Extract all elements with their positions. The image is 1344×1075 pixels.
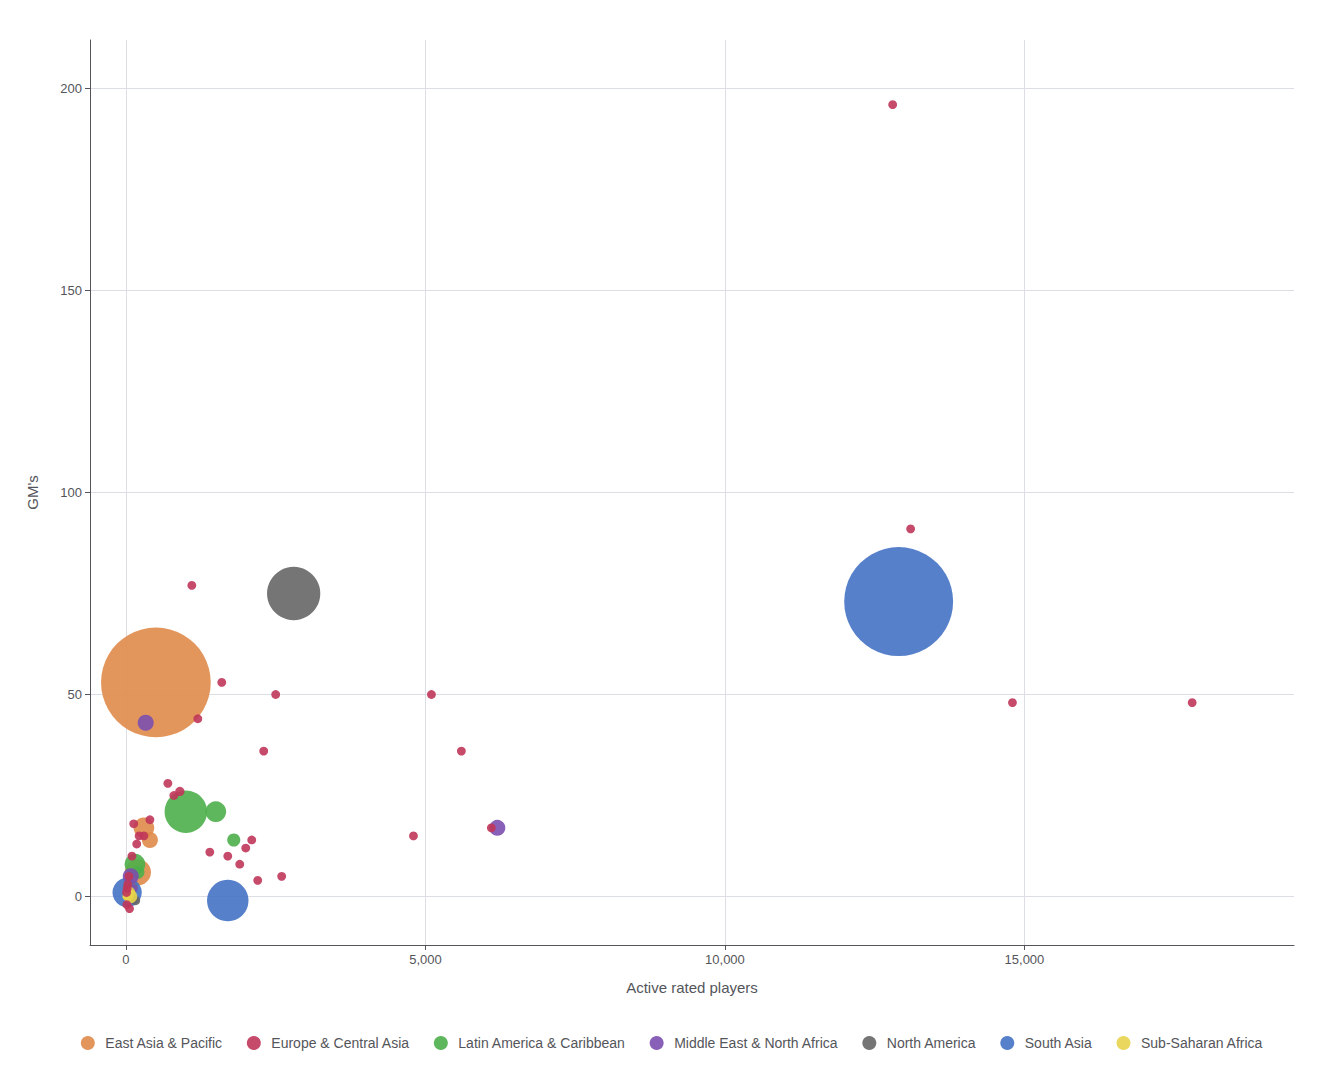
svg-text:GM's: GM's [24, 475, 41, 510]
svg-text:200: 200 [60, 81, 82, 96]
svg-text:15,000: 15,000 [1005, 952, 1045, 967]
svg-text:South Asia: South Asia [1025, 1035, 1092, 1051]
svg-text:10,000: 10,000 [705, 952, 745, 967]
svg-text:Active rated players: Active rated players [626, 979, 758, 996]
svg-text:Latin America & Caribbean: Latin America & Caribbean [458, 1035, 625, 1051]
svg-text:Sub-Saharan Africa: Sub-Saharan Africa [1141, 1035, 1263, 1051]
svg-text:5,000: 5,000 [409, 952, 442, 967]
svg-text:Middle East & North Africa: Middle East & North Africa [674, 1035, 838, 1051]
svg-text:North America: North America [887, 1035, 976, 1051]
svg-text:0: 0 [75, 889, 82, 904]
svg-text:0: 0 [122, 952, 129, 967]
svg-text:150: 150 [60, 283, 82, 298]
svg-text:East Asia & Pacific: East Asia & Pacific [105, 1035, 222, 1051]
svg-text:100: 100 [60, 485, 82, 500]
svg-text:50: 50 [68, 687, 82, 702]
svg-text:Europe & Central Asia: Europe & Central Asia [271, 1035, 409, 1051]
